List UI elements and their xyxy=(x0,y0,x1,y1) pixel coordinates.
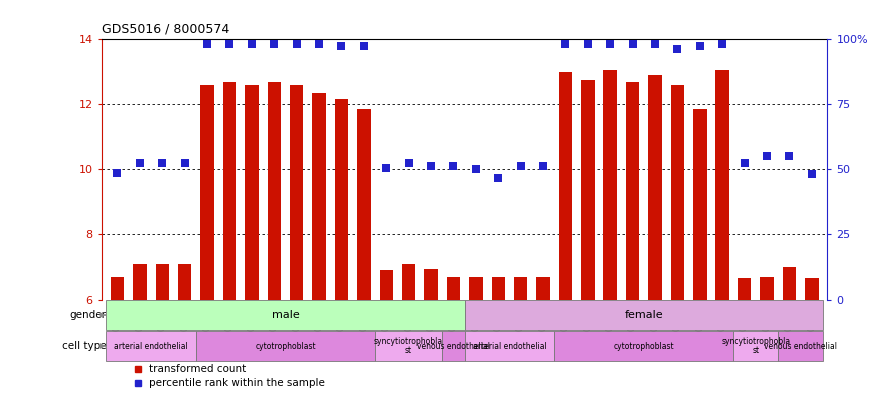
Text: venous endothelial: venous endothelial xyxy=(764,342,837,351)
Text: cell type: cell type xyxy=(62,341,106,351)
Bar xyxy=(196,331,375,361)
Bar xyxy=(581,80,595,299)
Text: transformed count: transformed count xyxy=(149,364,246,374)
Bar xyxy=(447,277,460,299)
Bar xyxy=(805,278,819,299)
Text: syncytiotrophobla
st: syncytiotrophobla st xyxy=(374,337,443,355)
Point xyxy=(693,43,707,49)
Point xyxy=(402,160,416,166)
Point xyxy=(446,163,460,169)
Point xyxy=(155,160,169,166)
Point xyxy=(648,41,662,47)
Text: cytotrophoblast: cytotrophoblast xyxy=(255,342,316,351)
Text: arterial endothelial: arterial endothelial xyxy=(473,342,546,351)
Point xyxy=(111,169,125,176)
Point xyxy=(424,163,438,169)
Point xyxy=(379,165,393,171)
Bar xyxy=(223,82,236,299)
Bar xyxy=(200,85,214,299)
Text: female: female xyxy=(625,310,663,320)
Point xyxy=(737,160,751,166)
Bar xyxy=(442,331,465,361)
Point xyxy=(245,41,259,47)
Point xyxy=(178,160,192,166)
Bar xyxy=(649,75,662,299)
Bar xyxy=(734,331,778,361)
Point xyxy=(267,41,281,47)
Text: percentile rank within the sample: percentile rank within the sample xyxy=(149,378,325,388)
Point xyxy=(581,41,595,47)
Text: GDS5016 / 8000574: GDS5016 / 8000574 xyxy=(102,22,229,35)
Point xyxy=(222,41,236,47)
Bar xyxy=(491,277,505,299)
Bar xyxy=(604,70,617,299)
Bar xyxy=(558,72,572,299)
Text: venous endothelial: venous endothelial xyxy=(417,342,490,351)
Text: cytotrophoblast: cytotrophoblast xyxy=(613,342,674,351)
Bar xyxy=(312,93,326,299)
Bar xyxy=(469,277,482,299)
Point xyxy=(604,41,618,47)
Bar xyxy=(267,82,281,299)
Bar xyxy=(626,82,639,299)
Bar xyxy=(536,277,550,299)
Point xyxy=(312,41,326,47)
Bar xyxy=(778,331,823,361)
Text: syncytiotrophobla
st: syncytiotrophobla st xyxy=(721,337,790,355)
Point xyxy=(491,174,505,181)
Bar xyxy=(715,70,729,299)
Point xyxy=(804,171,819,177)
Point xyxy=(670,46,684,52)
Point xyxy=(513,163,527,169)
Bar xyxy=(424,268,438,299)
Bar xyxy=(671,85,684,299)
Bar xyxy=(358,109,371,299)
Point xyxy=(335,43,349,49)
Point xyxy=(626,41,640,47)
Bar xyxy=(156,264,169,299)
Bar xyxy=(465,331,554,361)
Point xyxy=(715,41,729,47)
Point xyxy=(536,163,550,169)
Bar xyxy=(111,277,124,299)
Point xyxy=(760,153,774,160)
Bar xyxy=(514,277,527,299)
Bar xyxy=(375,331,442,361)
Point xyxy=(558,41,573,47)
Bar xyxy=(402,264,415,299)
Text: male: male xyxy=(272,310,299,320)
Bar xyxy=(760,277,773,299)
Bar xyxy=(106,300,465,330)
Bar xyxy=(380,270,393,299)
Text: arterial endothelial: arterial endothelial xyxy=(114,342,188,351)
Bar xyxy=(465,300,823,330)
Point xyxy=(469,166,483,173)
Bar xyxy=(245,85,258,299)
Bar xyxy=(693,109,706,299)
Point xyxy=(200,41,214,47)
Point xyxy=(782,153,796,160)
Point xyxy=(133,160,147,166)
Bar xyxy=(290,85,304,299)
Bar xyxy=(554,331,734,361)
Bar xyxy=(133,264,147,299)
Bar xyxy=(782,267,796,299)
Bar xyxy=(335,99,348,299)
Point xyxy=(289,41,304,47)
Point xyxy=(357,43,371,49)
Bar xyxy=(738,278,751,299)
Bar xyxy=(106,331,196,361)
Text: gender: gender xyxy=(69,310,106,320)
Bar xyxy=(178,264,191,299)
